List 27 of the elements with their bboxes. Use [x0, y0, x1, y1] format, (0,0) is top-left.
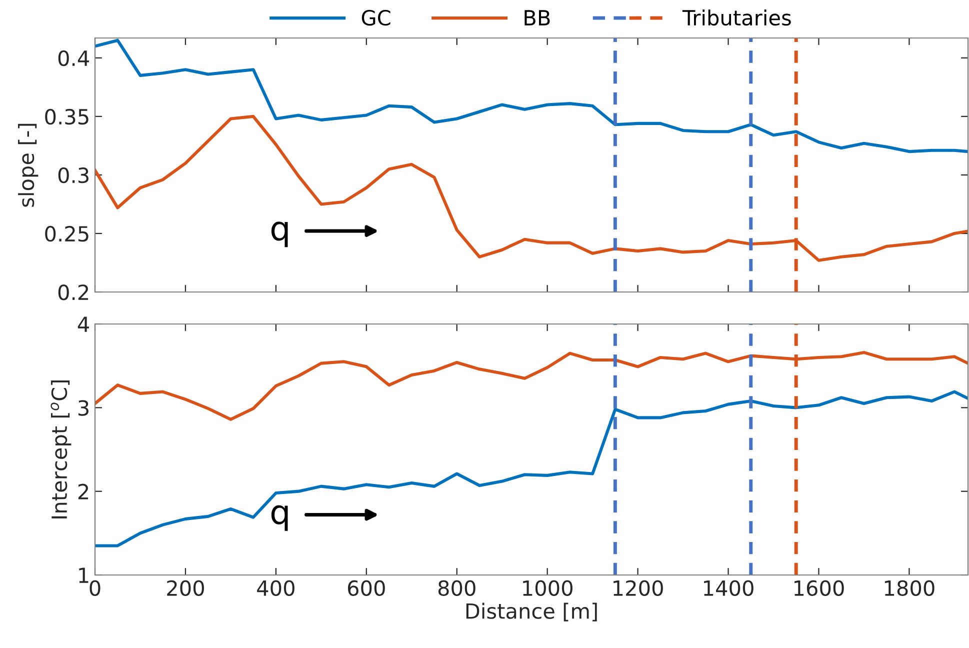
y-tick-label: 1: [79, 568, 88, 583]
y-tick-label: 0.4: [58, 50, 89, 66]
y-axis-title: slope [-]: [18, 124, 38, 207]
y-tick-label: 4: [78, 316, 89, 332]
x-axis-title: Distance [m]: [466, 602, 597, 622]
y-tick-label: 3: [78, 400, 88, 416]
x-tick-label: 1800: [884, 580, 934, 596]
x-tick-label: 1600: [794, 580, 844, 596]
y-tick-label: 0.25: [45, 226, 88, 242]
x-tick-label: 1400: [704, 580, 754, 596]
x-tick-label: 200: [167, 580, 204, 596]
y-axis-title: Intercept [$^{o}$C]: [50, 380, 72, 518]
x-tick-label: 600: [348, 580, 385, 596]
annotation: q: [271, 222, 288, 248]
legend-label: BB: [524, 10, 550, 26]
legend-label: Tributaries: [682, 10, 791, 26]
x-tick-label: 1000: [523, 580, 572, 596]
y-tick-label: 0.2: [58, 284, 88, 300]
legend-label: GC: [362, 10, 390, 26]
annotation: q: [271, 505, 288, 531]
x-tick-label: 800: [438, 580, 476, 596]
x-tick-label: 400: [257, 580, 294, 596]
y-tick-label: 2: [78, 484, 88, 500]
y-tick-label: 0.35: [45, 108, 88, 125]
x-tick-label: 0: [90, 580, 100, 596]
y-tick-label: 0.3: [58, 167, 88, 184]
x-tick-label: 1200: [614, 580, 663, 596]
